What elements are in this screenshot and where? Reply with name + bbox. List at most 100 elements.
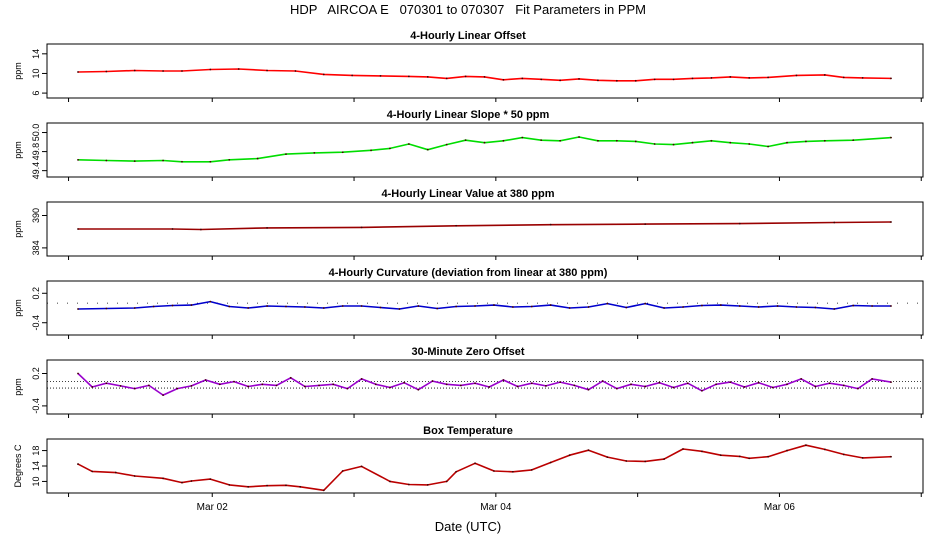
data-point [578, 77, 580, 80]
data-point [233, 380, 235, 383]
data-point [181, 481, 183, 484]
data-point [341, 470, 344, 472]
data-point [77, 463, 79, 465]
data-point [162, 159, 164, 162]
data-point [445, 143, 448, 146]
data-point [833, 221, 836, 224]
data-point [502, 139, 505, 142]
data-point [738, 455, 741, 458]
data-point [445, 480, 448, 483]
data-point [152, 305, 155, 308]
data-point [682, 448, 684, 450]
data-point [105, 70, 108, 73]
data-point [559, 79, 562, 82]
data-point [237, 68, 240, 70]
data-point [218, 383, 221, 386]
data-point [502, 379, 505, 381]
data-point [852, 139, 855, 142]
data-point [105, 159, 108, 162]
y-axis-label: ppm [13, 299, 23, 317]
data-point [710, 76, 713, 79]
data-point [209, 300, 212, 303]
data-point [133, 475, 136, 477]
data-point [511, 470, 514, 473]
data-point [209, 68, 212, 71]
y-tick-label: 14 [31, 49, 41, 59]
data-point [540, 78, 543, 81]
data-point [530, 468, 533, 471]
data-point [738, 305, 741, 307]
data-point [483, 75, 486, 78]
data-point [691, 141, 694, 144]
data-point [176, 387, 179, 390]
data-point [511, 306, 514, 308]
y-tick-label: 10 [31, 68, 41, 78]
data-point [814, 306, 817, 309]
y-tick-label: 14 [31, 461, 41, 471]
data-point [493, 304, 495, 306]
data-point [800, 378, 803, 380]
data-point [625, 460, 628, 462]
x-tick-label: Mar 06 [764, 502, 796, 513]
data-point [502, 78, 505, 81]
data-point [162, 394, 164, 396]
data-point [644, 385, 647, 388]
data-point [568, 307, 571, 309]
data-point [289, 376, 292, 379]
data-point [757, 306, 760, 308]
data-point [516, 385, 519, 388]
data-point [379, 306, 382, 309]
y-axis-label: ppm [13, 220, 23, 238]
data-point [171, 228, 174, 230]
data-point [729, 141, 732, 144]
data-point [431, 380, 434, 382]
data-point [285, 305, 287, 308]
data-point [738, 222, 741, 225]
data-point [389, 480, 391, 483]
data-point [209, 478, 212, 481]
data-point [795, 306, 798, 308]
y-tick-label: 50.0 [31, 124, 41, 142]
data-point [417, 305, 420, 307]
data-point [285, 153, 287, 156]
data-point [823, 139, 826, 142]
data-point [890, 136, 892, 139]
data-point [630, 383, 632, 386]
data-point [786, 383, 788, 386]
panel-title: 4-Hourly Linear Offset [410, 30, 526, 42]
data-point [228, 484, 231, 486]
data-point [890, 455, 892, 458]
data-point [493, 470, 495, 472]
data-point [573, 384, 576, 387]
data-point [521, 136, 524, 139]
data-point [719, 454, 722, 457]
y-tick-label: 384 [31, 240, 41, 255]
data-point [719, 304, 722, 306]
data-point [871, 305, 873, 307]
panel-frame [46, 438, 924, 494]
data-point [530, 305, 533, 308]
y-axis-label: ppm [13, 378, 23, 396]
data-point [266, 227, 268, 229]
panel-frame [46, 43, 924, 99]
data-point [436, 307, 439, 310]
data-point [540, 139, 543, 142]
data-point [663, 307, 666, 309]
data-point [530, 382, 533, 385]
data-point [318, 384, 320, 387]
data-point [682, 306, 684, 308]
data-point [204, 379, 207, 381]
data-point [379, 75, 382, 77]
data-point [559, 381, 562, 384]
data-point [374, 383, 377, 386]
panel-title: 4-Hourly Curvature (deviation from linea… [329, 267, 608, 279]
data-point [890, 381, 892, 384]
data-point [587, 306, 590, 308]
chart-panel-1: 4-Hourly Linear Offset 6 10 14 ppm [13, 30, 924, 102]
data-point [77, 372, 79, 375]
data-point [852, 304, 855, 307]
y-tick-label: 390 [31, 208, 41, 223]
y-tick-label: -0.4 [31, 315, 41, 331]
